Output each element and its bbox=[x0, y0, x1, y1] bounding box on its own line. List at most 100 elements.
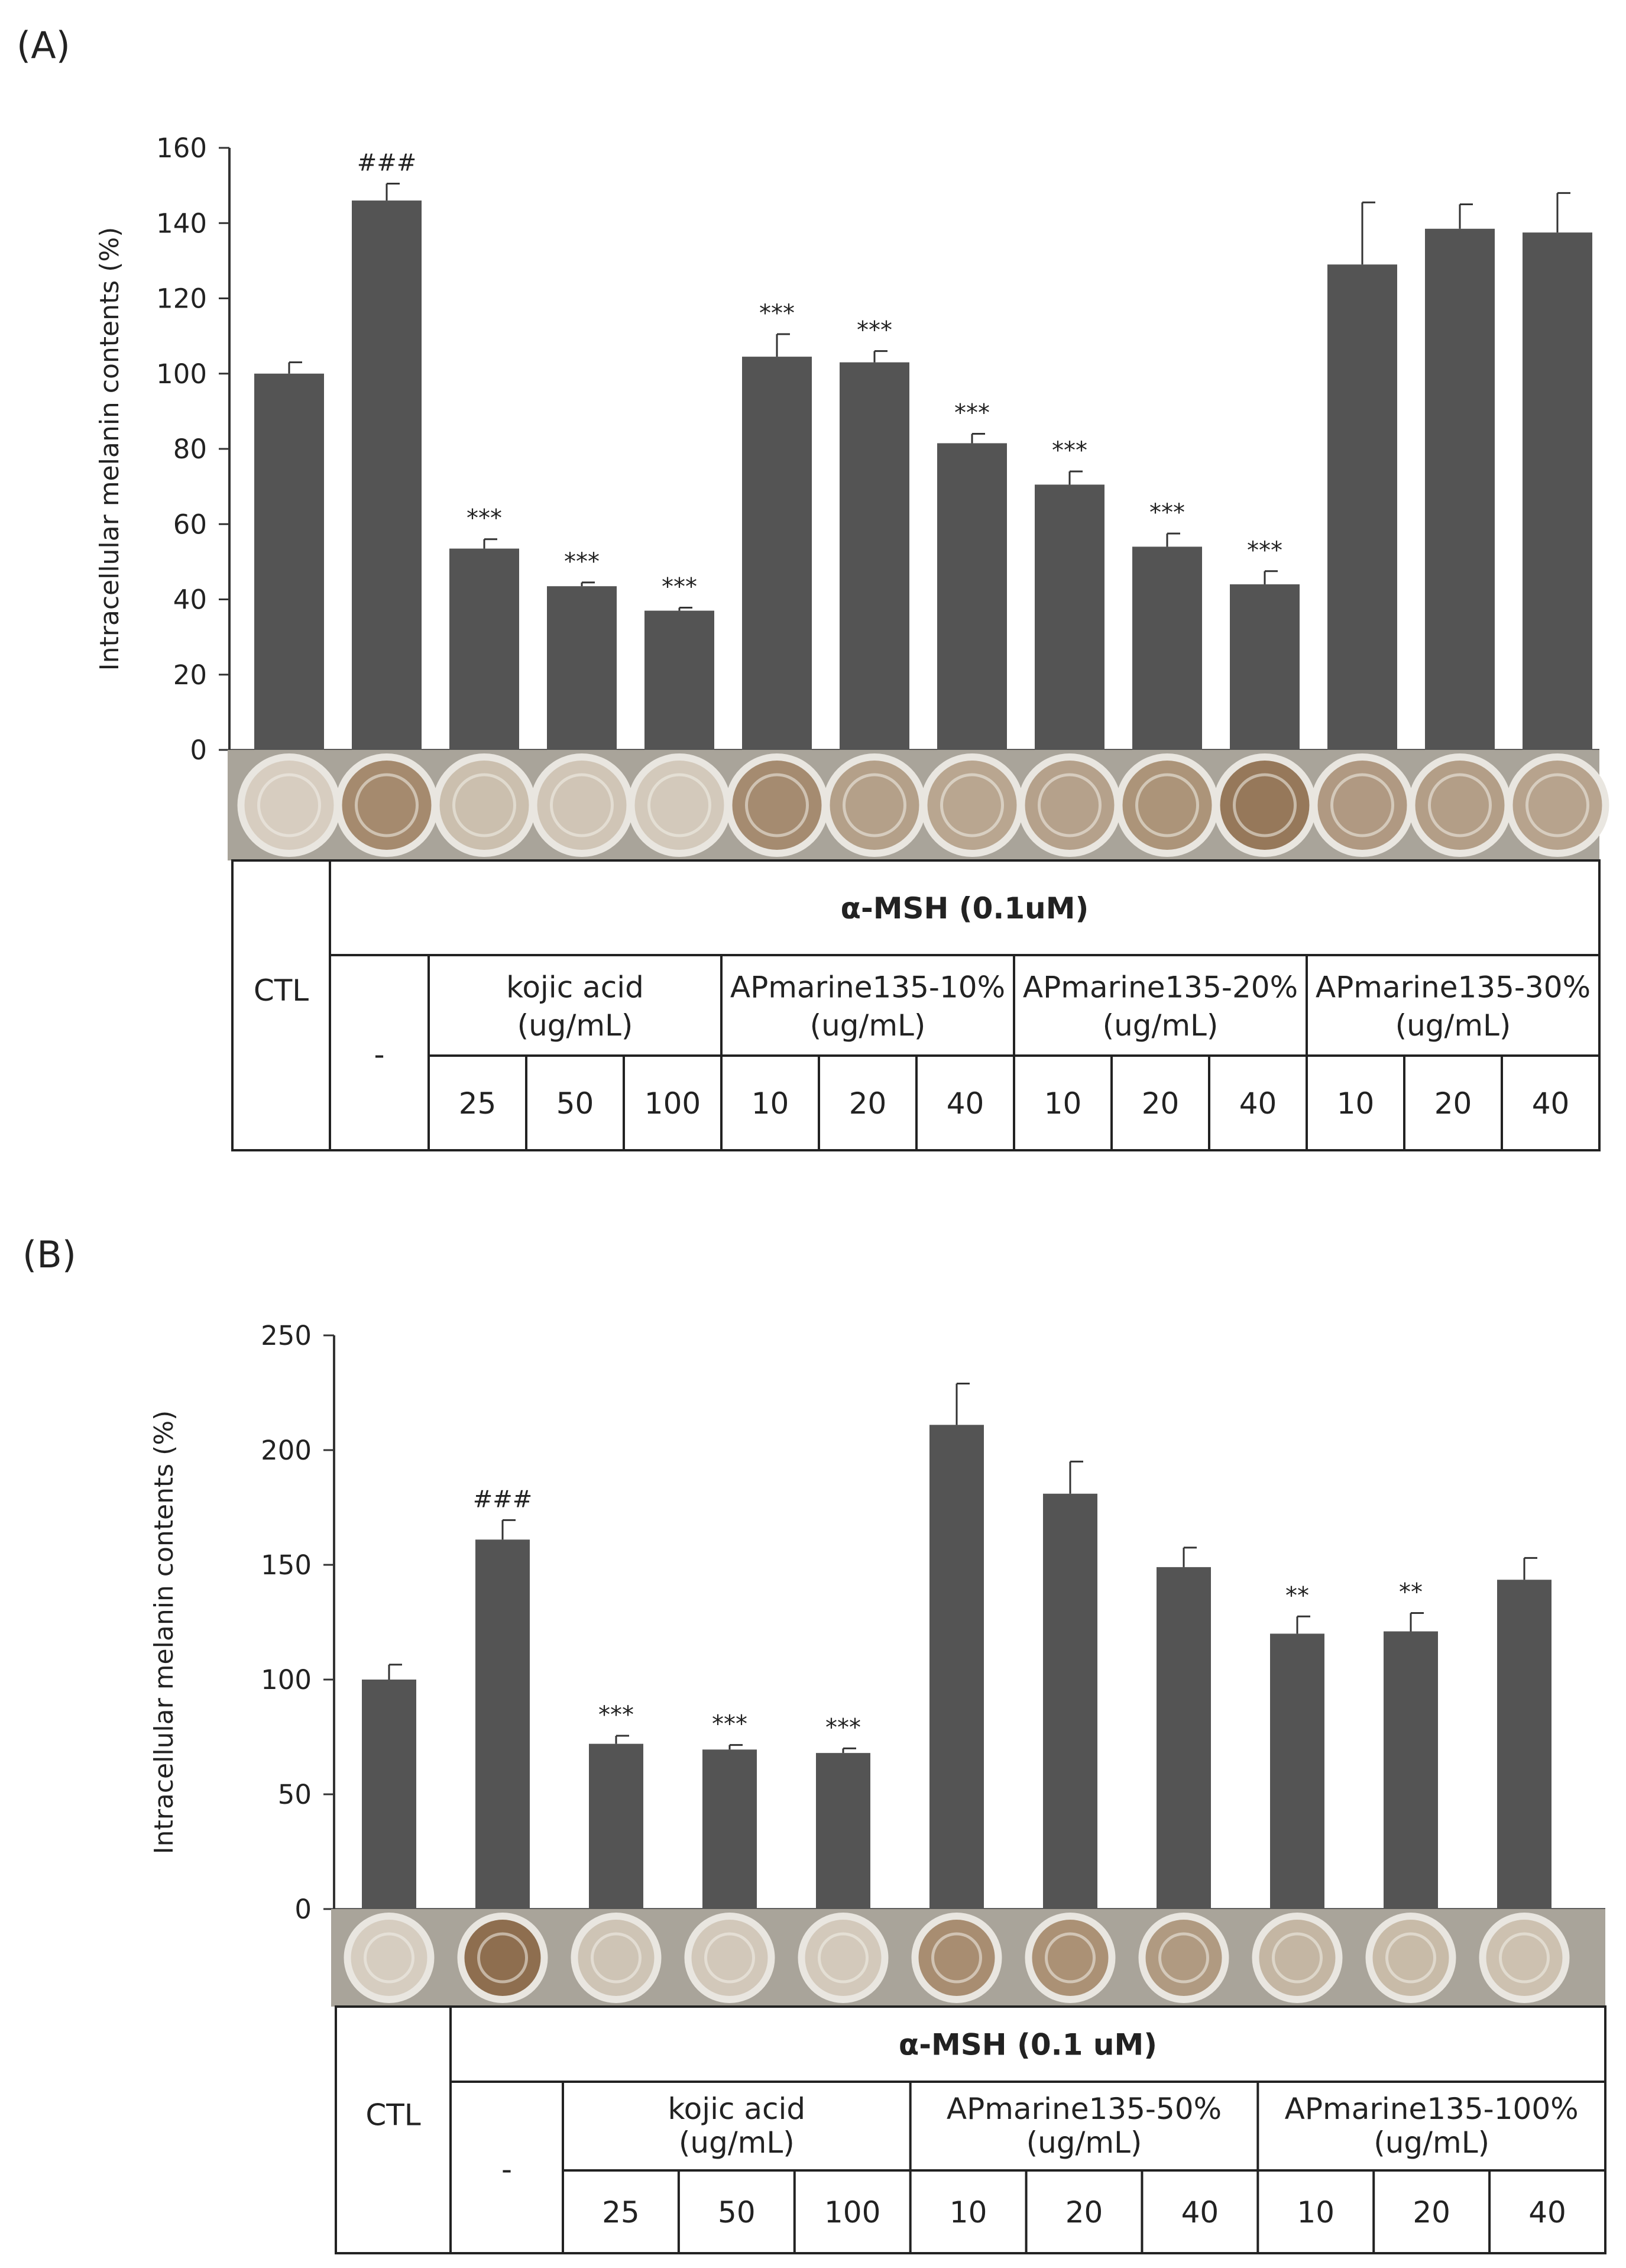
table-treatment-label-a: α-MSH (0.1uM) bbox=[841, 891, 1089, 926]
table-group-name-a-0: kojic acid bbox=[506, 970, 644, 1004]
significance-label-a-10: *** bbox=[1247, 537, 1282, 564]
significance-label-a-8: *** bbox=[1052, 437, 1087, 464]
y-axis-label-b: Intracellular melanin contents (%) bbox=[149, 1410, 179, 1855]
y-tick-label-a-3: 60 bbox=[173, 509, 207, 540]
table-dose-a-1-0: 10 bbox=[752, 1086, 789, 1121]
table-ctl-label-b: CTL bbox=[365, 2098, 420, 2133]
table-dose-a-3-0: 10 bbox=[1337, 1086, 1375, 1121]
table-group-unit-b-0: (ug/mL) bbox=[679, 2125, 795, 2160]
well-highlight-b-4 bbox=[818, 1932, 869, 1984]
table-group-unit-a-0: (ug/mL) bbox=[517, 1008, 633, 1043]
table-group-name-a-1: APmarine135-10% bbox=[730, 970, 1005, 1004]
well-highlight-a-6 bbox=[843, 773, 906, 837]
significance-label-a-5: *** bbox=[759, 300, 795, 327]
bar-a-3 bbox=[547, 586, 617, 750]
table-dose-b-1-1: 20 bbox=[1065, 2195, 1103, 2230]
well-b-3 bbox=[691, 1920, 768, 1996]
significance-label-a-6: *** bbox=[857, 317, 892, 344]
well-b-7 bbox=[1145, 1920, 1222, 1996]
table-group-unit-a-2: (ug/mL) bbox=[1103, 1008, 1219, 1043]
significance-label-b-8: ** bbox=[1285, 1582, 1309, 1609]
bar-a-2 bbox=[449, 548, 519, 750]
well-b-5 bbox=[918, 1920, 995, 1996]
well-highlight-a-10 bbox=[1233, 773, 1297, 837]
well-highlight-b-5 bbox=[931, 1932, 982, 1984]
table-dose-a-2-2: 40 bbox=[1239, 1086, 1277, 1121]
bar-b-8 bbox=[1270, 1633, 1324, 1909]
table-group-name-a-2: APmarine135-20% bbox=[1023, 970, 1298, 1004]
y-tick-label-a-5: 100 bbox=[156, 358, 207, 390]
well-highlight-a-5 bbox=[745, 773, 809, 837]
bar-b-5 bbox=[929, 1425, 984, 1909]
y-tick-label-b-1: 50 bbox=[278, 1779, 312, 1810]
y-tick-label-a-1: 20 bbox=[173, 659, 207, 691]
well-highlight-b-9 bbox=[1385, 1932, 1436, 1984]
table-group-name-b-1: APmarine135-50% bbox=[947, 2092, 1222, 2126]
table-dose-a-0-2: 100 bbox=[644, 1086, 701, 1121]
well-highlight-a-12 bbox=[1428, 773, 1492, 837]
bar-a-4 bbox=[644, 610, 714, 750]
y-tick-label-a-4: 80 bbox=[173, 433, 207, 465]
y-tick-label-a-2: 40 bbox=[173, 584, 207, 616]
table-dose-a-0-0: 25 bbox=[459, 1086, 497, 1121]
well-highlight-b-2 bbox=[591, 1932, 642, 1984]
y-tick-label-a-8: 160 bbox=[156, 132, 207, 164]
table-dose-a-0-1: 50 bbox=[556, 1086, 594, 1121]
well-highlight-a-2 bbox=[452, 773, 516, 837]
well-highlight-b-7 bbox=[1158, 1932, 1209, 1984]
bar-a-8 bbox=[1035, 484, 1104, 750]
table-dose-a-3-1: 20 bbox=[1434, 1086, 1472, 1121]
bar-b-0 bbox=[362, 1680, 416, 1909]
well-b-9 bbox=[1372, 1920, 1449, 1996]
table-dose-b-1-2: 40 bbox=[1181, 2195, 1219, 2230]
table-group-unit-b-1: (ug/mL) bbox=[1026, 2125, 1142, 2160]
well-highlight-b-10 bbox=[1499, 1932, 1550, 1984]
significance-label-b-4: *** bbox=[825, 1714, 861, 1741]
table-dash-label-b: - bbox=[501, 2152, 512, 2186]
table-frame-b bbox=[335, 2005, 1606, 2254]
panel-label-b: (B) bbox=[22, 1233, 76, 1276]
bar-b-3 bbox=[702, 1749, 757, 1909]
significance-label-a-3: *** bbox=[564, 548, 600, 575]
table-dose-b-0-1: 50 bbox=[718, 2195, 756, 2230]
table-group-unit-a-3: (ug/mL) bbox=[1395, 1008, 1511, 1043]
y-tick-label-a-6: 120 bbox=[156, 283, 207, 315]
significance-label-a-9: *** bbox=[1149, 499, 1185, 526]
bar-b-10 bbox=[1497, 1580, 1551, 1909]
y-tick-label-b-0: 0 bbox=[294, 1894, 312, 1925]
panel-label-a: (A) bbox=[17, 24, 70, 67]
significance-label-a-7: *** bbox=[954, 400, 990, 427]
bar-a-13 bbox=[1523, 232, 1592, 750]
table-dose-a-2-1: 20 bbox=[1142, 1086, 1180, 1121]
table-dose-b-1-0: 10 bbox=[950, 2195, 987, 2230]
table-dose-b-2-1: 20 bbox=[1413, 2195, 1450, 2230]
bar-a-10 bbox=[1230, 584, 1300, 750]
bar-a-6 bbox=[840, 362, 909, 750]
well-b-6 bbox=[1032, 1920, 1109, 1996]
table-dash-label-a: - bbox=[374, 1037, 384, 1072]
table-group-name-a-3: APmarine135-30% bbox=[1316, 970, 1591, 1004]
y-axis-label-a: Intracellular melanin contents (%) bbox=[95, 227, 125, 671]
well-highlight-a-4 bbox=[647, 773, 711, 837]
well-highlight-a-11 bbox=[1330, 773, 1394, 837]
bar-a-1 bbox=[352, 200, 422, 750]
significance-label-b-1: ### bbox=[473, 1486, 533, 1513]
bar-b-6 bbox=[1043, 1493, 1097, 1909]
bar-b-2 bbox=[589, 1743, 643, 1909]
table-dose-b-2-2: 40 bbox=[1528, 2195, 1566, 2230]
y-tick-label-b-4: 200 bbox=[261, 1435, 312, 1466]
well-b-1 bbox=[464, 1920, 541, 1996]
well-highlight-a-0 bbox=[257, 773, 321, 837]
y-tick-label-b-5: 250 bbox=[261, 1320, 312, 1351]
bar-a-11 bbox=[1327, 264, 1397, 750]
table-dose-b-2-0: 10 bbox=[1297, 2195, 1335, 2230]
table-dose-a-1-1: 20 bbox=[849, 1086, 887, 1121]
well-highlight-b-3 bbox=[704, 1932, 755, 1984]
bar-b-4 bbox=[816, 1753, 870, 1909]
y-tick-label-a-0: 0 bbox=[190, 735, 207, 766]
well-highlight-a-8 bbox=[1038, 773, 1102, 837]
well-highlight-b-0 bbox=[364, 1932, 414, 1984]
significance-label-b-3: *** bbox=[712, 1711, 747, 1738]
bar-a-9 bbox=[1132, 546, 1202, 750]
bar-a-12 bbox=[1425, 228, 1495, 750]
